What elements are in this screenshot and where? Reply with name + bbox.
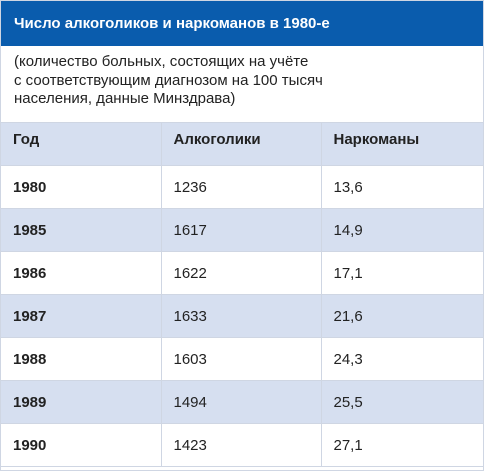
cell-alcoholics: 1236 — [160, 164, 322, 209]
table-row: 1988 1603 24,3 — [1, 336, 483, 381]
cell-year: 1985 — [1, 207, 162, 252]
cell-addicts: 13,6 — [320, 164, 483, 209]
cell-addicts: 25,5 — [320, 379, 483, 424]
cell-year: 1990 — [1, 422, 162, 467]
cell-addicts: 21,6 — [320, 293, 483, 338]
cell-alcoholics: 1423 — [160, 422, 322, 467]
table-row: 1987 1633 21,6 — [1, 293, 483, 338]
subtitle-line: (количество больных, состоящих на учёте — [14, 53, 309, 70]
table-title: Число алкоголиков и наркоманов в 1980-е — [1, 1, 483, 46]
cell-addicts: 17,1 — [320, 250, 483, 295]
subtitle-line: с соответствующим диагнозом на 100 тысяч — [14, 71, 323, 89]
cell-alcoholics: 1633 — [160, 293, 322, 338]
table-row: 1986 1622 17,1 — [1, 250, 483, 295]
cell-addicts: 24,3 — [320, 336, 483, 381]
cell-alcoholics: 1494 — [160, 379, 322, 424]
cell-alcoholics: 1617 — [160, 207, 322, 252]
cell-year: 1980 — [1, 164, 162, 209]
cell-year: 1987 — [1, 293, 162, 338]
table-row: 1985 1617 14,9 — [1, 207, 483, 252]
column-header-alcoholics: Алкоголики — [160, 123, 322, 166]
cell-year: 1986 — [1, 250, 162, 295]
data-table: Год Алкоголики Наркоманы 1980 1236 13,6 198… — [1, 123, 483, 467]
column-header-addicts: Наркоманы — [320, 123, 483, 166]
table-row: 1990 1423 27,1 — [1, 422, 483, 467]
table-row: 1980 1236 13,6 — [1, 164, 483, 209]
cell-year: 1988 — [1, 336, 162, 381]
cell-addicts: 27,1 — [320, 422, 483, 467]
table-row: 1989 1494 25,5 — [1, 379, 483, 424]
cell-alcoholics: 1603 — [160, 336, 322, 381]
column-header-year: Год — [1, 123, 162, 166]
cell-year: 1989 — [1, 379, 162, 424]
cell-addicts: 14,9 — [320, 207, 483, 252]
subtitle-line: населения, данные Минздрава) — [14, 90, 236, 107]
table-header-row: Год Алкоголики Наркоманы — [1, 123, 483, 166]
cell-alcoholics: 1622 — [160, 250, 322, 295]
table-subtitle: (количество больных, состоящих на учёте … — [1, 46, 483, 123]
